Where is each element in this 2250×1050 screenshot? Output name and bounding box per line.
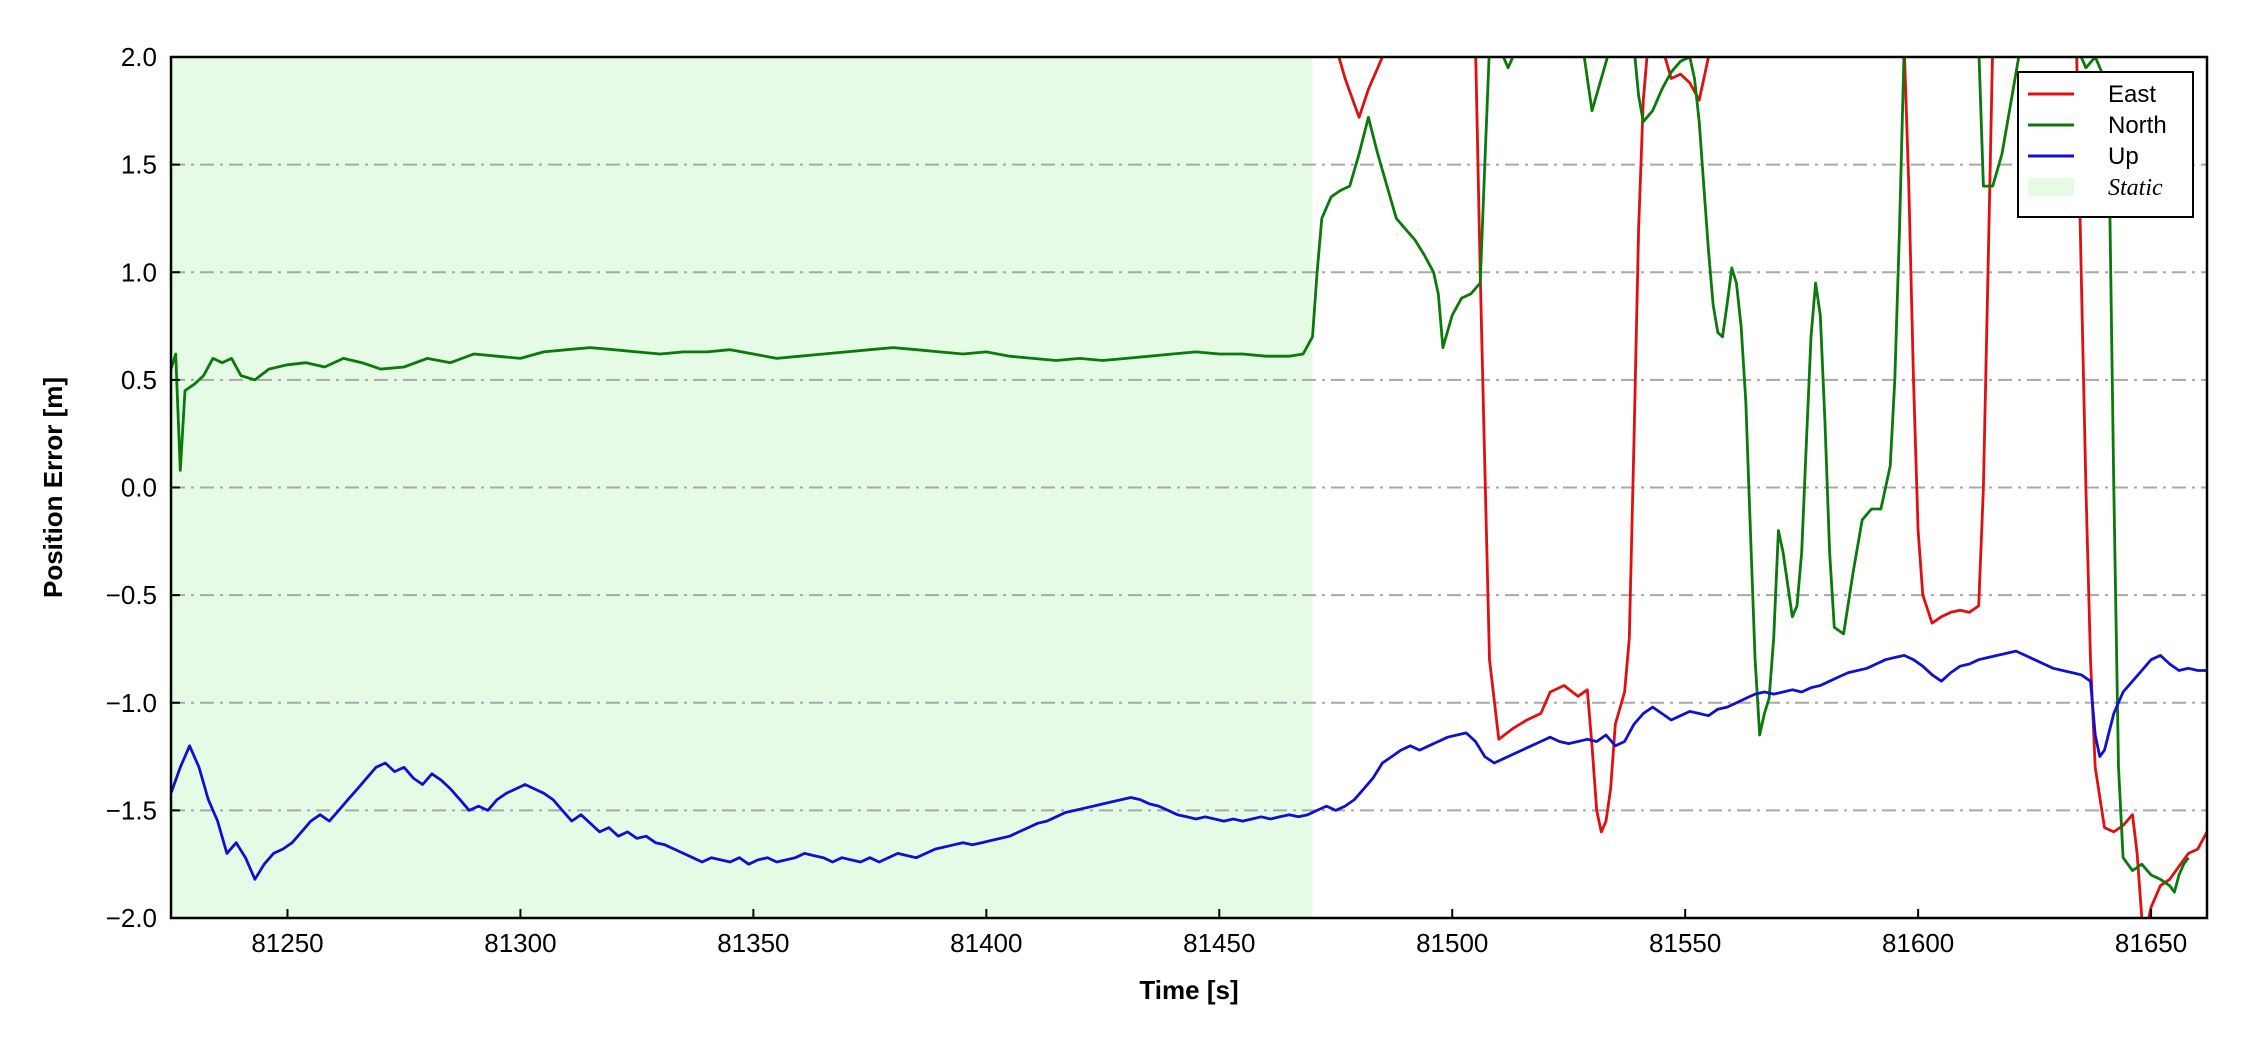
y-axis-label: Position Error [m] bbox=[38, 377, 68, 598]
x-tick-label: 81250 bbox=[251, 928, 323, 958]
series-line-east bbox=[1337, 57, 2207, 918]
y-tick-label: −1.5 bbox=[106, 795, 157, 825]
x-tick-label: 81300 bbox=[484, 928, 556, 958]
legend: East North Up Static bbox=[2017, 71, 2194, 218]
legend-label-north: North bbox=[2108, 112, 2167, 139]
legend-swatch-static bbox=[2028, 178, 2074, 196]
y-tick-label: 1.0 bbox=[121, 257, 157, 287]
x-axis-label: Time [s] bbox=[1139, 975, 1238, 1005]
static-region-band bbox=[171, 57, 1313, 918]
y-tick-label: 0.0 bbox=[121, 473, 157, 503]
legend-box bbox=[2017, 71, 2194, 218]
x-tick-label: 81450 bbox=[1183, 928, 1255, 958]
series-line-north bbox=[171, 57, 2190, 894]
y-tick-label: 2.0 bbox=[121, 42, 157, 72]
x-tick-label: 81550 bbox=[1649, 928, 1721, 958]
series-line-up bbox=[171, 649, 2207, 881]
x-tick-label: 81350 bbox=[717, 928, 789, 958]
grid-lines bbox=[171, 163, 2207, 812]
y-tick-label: −0.5 bbox=[106, 580, 157, 610]
y-tick-label: 1.5 bbox=[121, 150, 157, 180]
legend-label-east: East bbox=[2108, 81, 2156, 108]
x-tick-label: 81650 bbox=[2115, 928, 2187, 958]
x-tick-label: 81500 bbox=[1416, 928, 1488, 958]
x-tick-label: 81600 bbox=[1882, 928, 1954, 958]
y-tick-label: 0.5 bbox=[121, 365, 157, 395]
y-tick-label: −2.0 bbox=[106, 903, 157, 933]
y-axis-ticks: −2.0 −1.5 −1.0 −0.5 0.0 0.5 1.0 1.5 2.0 bbox=[106, 42, 180, 933]
y-tick-label: −1.0 bbox=[106, 688, 157, 718]
x-axis-ticks: 81250 81300 81350 81400 81450 81500 81550 81600… bbox=[251, 909, 2187, 958]
x-tick-label: 81400 bbox=[950, 928, 1022, 958]
legend-label-up: Up bbox=[2108, 143, 2139, 170]
legend-label-static: Static bbox=[2108, 175, 2163, 201]
series-lines bbox=[171, 57, 2207, 918]
